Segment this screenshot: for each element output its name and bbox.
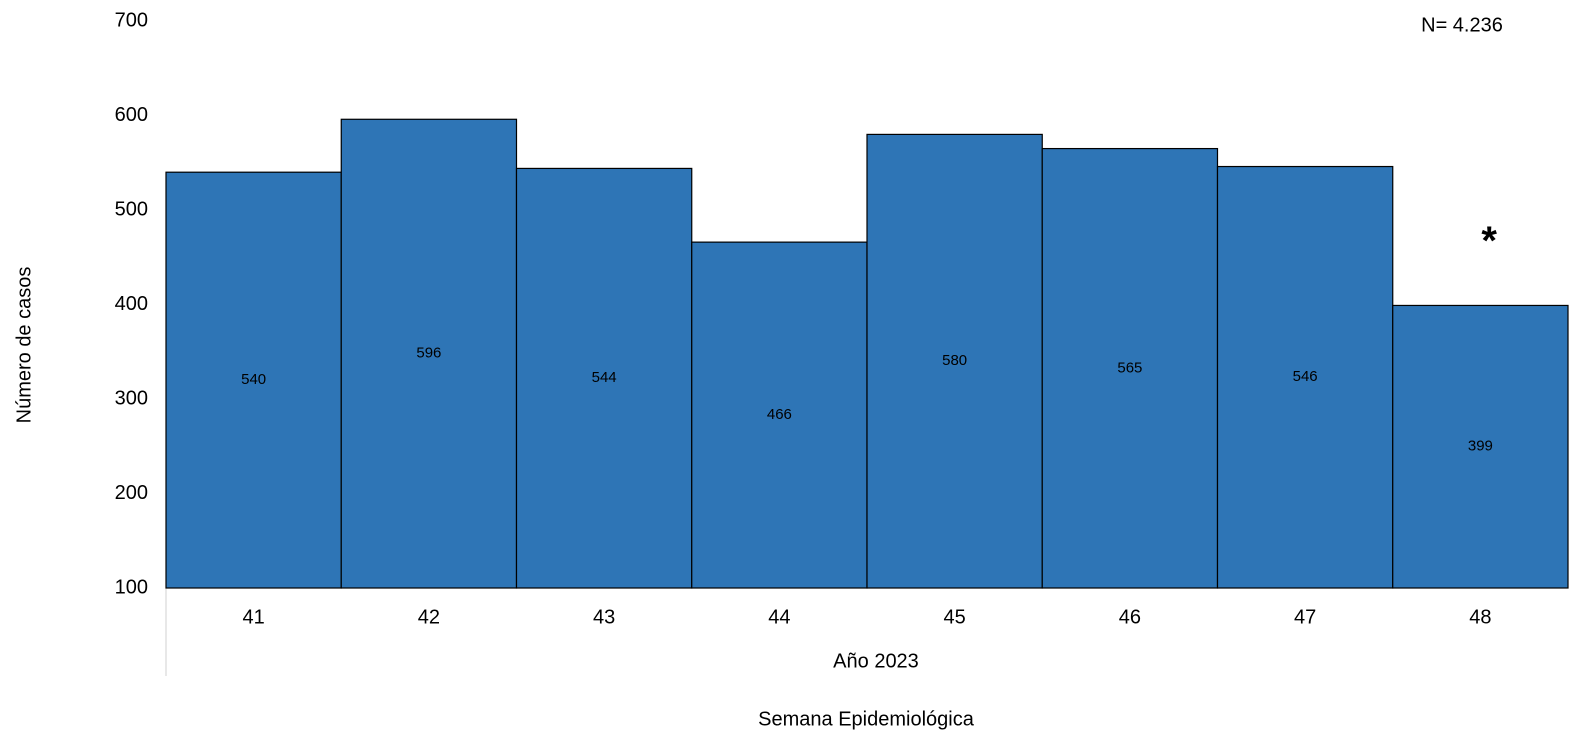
value-label: 565 <box>1117 359 1142 376</box>
bar <box>1392 304 1569 589</box>
x-tick-label: 45 <box>944 606 966 628</box>
bar <box>165 171 342 589</box>
value-label: 580 <box>942 352 967 369</box>
x-tick-label: 44 <box>768 606 790 628</box>
x-tick-label: 42 <box>418 606 440 628</box>
x-tick-label: 48 <box>1469 606 1491 628</box>
value-label: 546 <box>1293 368 1318 385</box>
y-tick-label: 100 <box>115 576 148 598</box>
y-tick-label: 700 <box>115 9 148 31</box>
note: N= 4.236 <box>1421 14 1503 36</box>
value-label: 399 <box>1468 438 1493 455</box>
y-tick-label: 300 <box>115 387 148 409</box>
y-axis-title: Número de casos <box>13 267 35 424</box>
marker: * <box>1481 219 1497 263</box>
x-tick-label: 41 <box>243 606 265 628</box>
value-label: 540 <box>241 371 266 388</box>
group-label: Año 2023 <box>833 650 919 672</box>
bar <box>515 167 693 589</box>
x-tick-label: 46 <box>1119 606 1141 628</box>
value-label: 544 <box>592 369 617 386</box>
x-tick-label: 47 <box>1294 606 1316 628</box>
y-tick-label: 200 <box>115 482 148 504</box>
value-label: 596 <box>416 345 441 362</box>
y-tick-label: 400 <box>115 293 148 315</box>
bar <box>1041 147 1219 589</box>
bar <box>691 241 868 589</box>
y-tick-label: 600 <box>115 104 148 126</box>
y-tick-label: 500 <box>115 198 148 220</box>
value-label: 466 <box>767 406 792 423</box>
x-tick-label: 43 <box>593 606 615 628</box>
x-axis-title: Semana Epidemiológica <box>758 708 975 730</box>
bar <box>340 118 518 589</box>
